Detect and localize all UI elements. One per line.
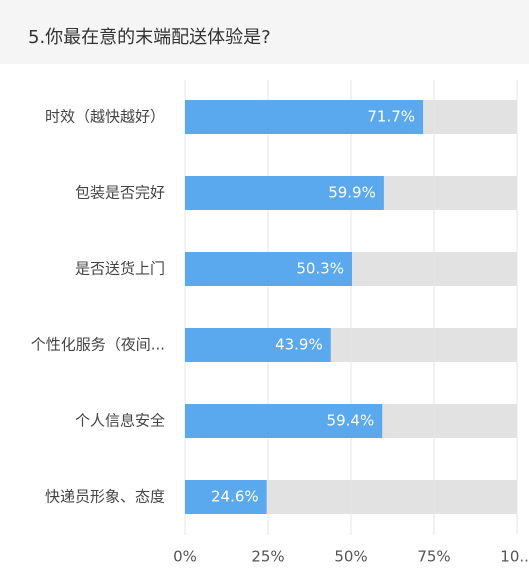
x-tick-label: 50% — [334, 548, 367, 566]
y-tick-label: 个人信息安全 — [75, 412, 165, 430]
value-label: 71.7% — [367, 108, 415, 126]
bar — [185, 252, 352, 286]
x-tick-label: 75% — [417, 548, 450, 566]
chart-title: 5.你最在意的末端配送体验是? — [28, 27, 271, 48]
x-tick-label: 0% — [173, 548, 197, 566]
x-tick-label: 25% — [251, 548, 284, 566]
y-tick-label: 个性化服务（夜间... — [31, 336, 165, 354]
bar — [185, 480, 267, 514]
y-tick-label: 快递员形象、态度 — [45, 488, 165, 506]
bar — [185, 328, 331, 362]
value-label: 50.3% — [296, 260, 344, 278]
value-label: 59.9% — [328, 184, 376, 202]
y-tick-label: 包装是否完好 — [75, 184, 165, 202]
y-tick-label: 时效（越快越好） — [45, 108, 165, 126]
value-label: 43.9% — [275, 336, 323, 354]
x-tick-label: 10... — [500, 548, 529, 566]
bar — [185, 176, 384, 210]
value-label: 59.4% — [327, 412, 375, 430]
header-band — [0, 0, 529, 64]
bar — [185, 100, 424, 134]
value-label: 24.6% — [211, 488, 259, 506]
bar — [185, 404, 383, 438]
y-tick-label: 是否送货上门 — [75, 260, 165, 278]
